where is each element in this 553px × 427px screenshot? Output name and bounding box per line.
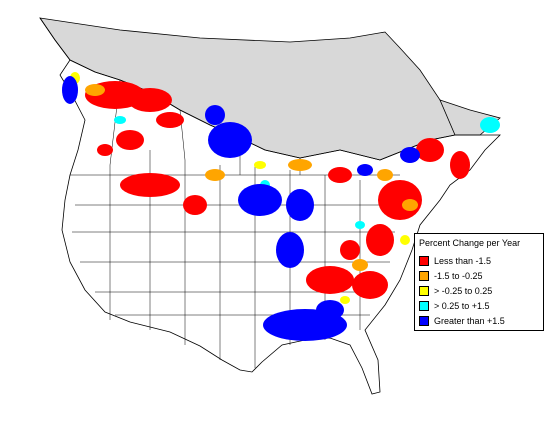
continent-outline [39, 17, 501, 395]
legend-label: Greater than +1.5 [434, 316, 505, 326]
legend-swatch-orange [419, 271, 429, 281]
legend-item-minus-0-25-to-0-25: > -0.25 to 0.25 [419, 285, 492, 297]
legend-item-minus-1-5-to-minus-0-25: -1.5 to -0.25 [419, 270, 483, 282]
legend-label: Less than -1.5 [434, 256, 492, 266]
legend: Percent Change per Year Less than -1.5 -… [414, 233, 544, 331]
legend-item-greater-than-1-5: Greater than +1.5 [419, 315, 505, 327]
legend-label: -1.5 to -0.25 [434, 271, 483, 281]
legend-swatch-blue [419, 316, 429, 326]
legend-title: Percent Change per Year [419, 238, 521, 248]
legend-swatch-red [419, 256, 429, 266]
legend-swatch-cyan [419, 301, 429, 311]
legend-item-less-than-minus-1-5: Less than -1.5 [419, 255, 491, 267]
trend-data [62, 72, 500, 341]
legend-label: > -0.25 to 0.25 [434, 286, 493, 296]
legend-item-0-25-to-1-5: > 0.25 to +1.5 [419, 300, 490, 312]
legend-swatch-yellow [419, 286, 429, 296]
legend-label: > 0.25 to +1.5 [434, 301, 490, 311]
